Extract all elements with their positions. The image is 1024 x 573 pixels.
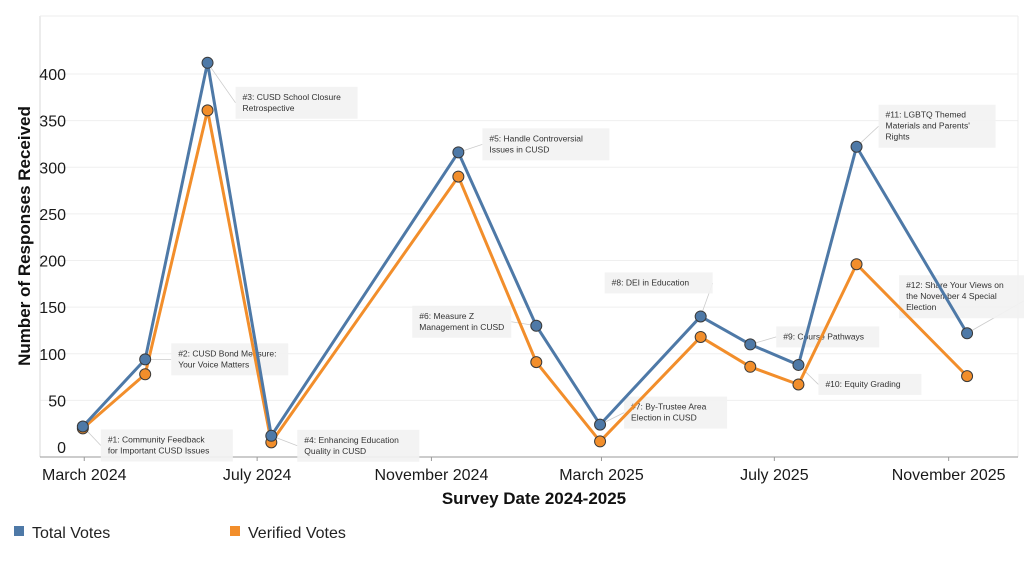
annotation-box <box>604 272 713 294</box>
annotation-label: #11: LGBTQ Themed <box>886 110 967 120</box>
annotation-label: Election <box>906 302 937 312</box>
annotation-label: #9: Course Pathways <box>783 331 864 341</box>
y-tick-label: 400 <box>39 67 66 84</box>
annotation-box <box>899 275 1024 319</box>
y-tick-label: 50 <box>48 393 66 410</box>
data-point-total-votes[interactable] <box>530 319 543 332</box>
data-point-total-votes[interactable] <box>201 56 214 69</box>
data-point-verified-votes[interactable] <box>744 360 757 373</box>
y-tick-label: 350 <box>39 114 66 131</box>
data-point-total-votes[interactable] <box>76 420 89 433</box>
annotation-box <box>878 104 996 148</box>
annotation-box <box>776 326 880 348</box>
annotation-label: #5: Handle Controversial <box>489 133 583 143</box>
data-point-verified-votes[interactable] <box>850 258 863 271</box>
annotation-box <box>297 429 420 462</box>
data-point-total-votes[interactable] <box>594 418 607 431</box>
x-tick-label: November 2024 <box>375 467 489 484</box>
annotation-box <box>100 429 233 462</box>
y-tick-label: 250 <box>39 207 66 224</box>
annotation-label: Management in CUSD <box>419 322 504 332</box>
data-point-verified-votes[interactable] <box>961 370 974 383</box>
data-point-total-votes[interactable] <box>961 327 974 340</box>
x-tick-label: July 2024 <box>223 467 292 484</box>
data-point-total-votes[interactable] <box>139 353 152 366</box>
annotation-box <box>235 86 358 119</box>
annotation-label: #7: By-Trustee Area <box>631 402 707 412</box>
y-tick-label: 200 <box>39 254 66 271</box>
annotation-box <box>412 305 512 338</box>
data-point-verified-votes[interactable] <box>594 435 607 448</box>
y-tick-label: 100 <box>39 347 66 364</box>
annotation-label: #2: CUSD Bond Measure: <box>178 348 276 358</box>
data-point-verified-votes[interactable] <box>201 104 214 117</box>
x-tick-label: March 2024 <box>42 467 127 484</box>
annotation-label: the November 4 Special <box>906 291 997 301</box>
annotation-label: #6: Measure Z <box>419 311 474 321</box>
x-tick-label: November 2025 <box>892 467 1006 484</box>
annotation-leader <box>207 62 236 104</box>
annotation-label: Quality in CUSD <box>304 446 366 456</box>
data-point-total-votes[interactable] <box>694 310 707 323</box>
x-tick-label: July 2025 <box>740 467 809 484</box>
annotation-label: #4: Enhancing Education <box>304 435 399 445</box>
y-tick-label: 300 <box>39 160 66 177</box>
data-point-total-votes[interactable] <box>452 146 465 159</box>
annotation-label: Your Voice Matters <box>178 359 249 369</box>
annotation-label: Retrospective <box>243 103 295 113</box>
annotation-label: Rights <box>886 132 910 142</box>
annotation-label: Election in CUSD <box>631 413 697 423</box>
series <box>76 56 974 449</box>
y-tick-label: 0 <box>57 440 66 457</box>
y-axis-title: Number of Responses Received <box>15 106 34 366</box>
legend-label: Total Votes <box>32 525 110 542</box>
annotation-box <box>171 343 289 376</box>
legend-swatch <box>230 526 240 536</box>
legend-label: Verified Votes <box>248 525 346 542</box>
annotation-label: #12: Share Your Views on <box>906 280 1004 290</box>
y-tick-label: 150 <box>39 300 66 317</box>
data-point-verified-votes[interactable] <box>792 378 805 391</box>
annotation-label: #1: Community Feedback <box>108 434 206 444</box>
data-point-total-votes[interactable] <box>792 358 805 371</box>
annotation-label: for Important CUSD Issues <box>108 445 210 455</box>
annotation-label: #10: Equity Grading <box>825 379 900 389</box>
data-point-total-votes[interactable] <box>744 338 757 351</box>
axes: 0 50 100 150 200 250 300 350 400 March 2024 July 2… <box>39 15 1019 484</box>
legend: Total Votes Verified Votes <box>14 525 346 542</box>
annotation-label: #8: DEI in Education <box>612 277 690 287</box>
data-point-verified-votes[interactable] <box>530 356 543 369</box>
annotation-label: #3: CUSD School Closure <box>243 92 342 102</box>
data-point-verified-votes[interactable] <box>452 170 465 183</box>
annotation-box <box>624 396 728 429</box>
x-axis-title: Survey Date 2024-2025 <box>442 489 626 508</box>
x-tick-label: March 2025 <box>559 467 644 484</box>
annotation-label: Materials and Parents' <box>886 121 971 131</box>
series-line-verified-votes <box>81 108 969 444</box>
data-point-verified-votes[interactable] <box>694 330 707 343</box>
data-point-total-votes[interactable] <box>265 429 278 442</box>
series-line-total-votes <box>81 61 969 438</box>
annotation-box <box>818 373 922 395</box>
annotation-box <box>482 128 610 161</box>
data-point-total-votes[interactable] <box>850 140 863 153</box>
legend-swatch <box>14 526 24 536</box>
data-point-verified-votes[interactable] <box>139 368 152 381</box>
annotation-label: Issues in CUSD <box>489 144 549 154</box>
